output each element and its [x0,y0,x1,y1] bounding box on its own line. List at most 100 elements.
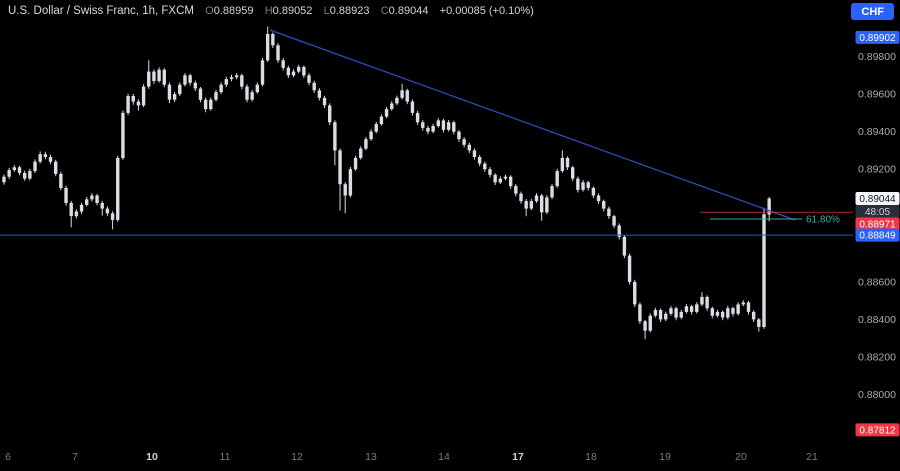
candle-body [560,157,565,171]
candle-body [441,120,446,130]
candle-body [234,75,239,78]
candle-body [684,306,689,312]
candle-body [48,157,53,162]
time-tick-label: 18 [585,451,597,463]
candle-body [529,201,534,209]
candle-body [545,197,549,213]
candle-body [136,101,141,106]
candle-body [669,308,673,314]
price-tick-label: 0.89600 [858,89,896,101]
svg-text:0.87812: 0.87812 [859,425,896,436]
close-value: 0.89044 [388,5,429,17]
candle-body [219,84,223,93]
high-value: 0.89052 [272,5,313,17]
symbol-legend: U.S. Dollar / Swiss Franc, 1h, FXCM O0.8… [8,5,534,17]
candle-body [7,170,11,177]
candle-body [384,109,389,117]
candle-body [410,101,415,113]
price-tick-label: 0.88400 [858,314,896,326]
descending-trendline[interactable] [269,29,796,221]
candle-body [633,281,637,305]
candle-body [462,139,466,145]
price-tick-label: 0.88000 [858,389,896,401]
time-tick-label: 12 [291,451,303,463]
candle-body [167,84,172,100]
candle-body [338,150,342,185]
time-tick-label: 10 [146,451,158,463]
time-tick-label: 11 [220,451,231,463]
low-label: L [323,5,330,17]
candle-body [245,86,249,100]
high-label: H [264,5,273,17]
candle-body [508,176,513,187]
open-value: 0.88959 [213,5,254,17]
bar-countdown-label: 48:05 [855,205,900,218]
candle-body [198,88,203,100]
candle-body [59,173,63,188]
candle-body [514,186,518,194]
candle-body [209,99,213,110]
candle-body [591,188,596,196]
candle-body [503,176,508,179]
svg-text:48:05: 48:05 [865,207,890,218]
candle-body [550,186,554,198]
price-tick-label: 0.89200 [858,164,896,176]
candle-body [348,169,353,196]
candle-body [312,82,316,91]
price-tick-label: 0.88600 [858,276,896,288]
time-tick-label: 6 [5,451,11,463]
candle-body [436,120,440,126]
symbol-title: U.S. Dollar / Swiss Franc, 1h, FXCM [8,5,194,17]
candle-body [328,105,332,123]
price-tick-label: 0.89400 [858,126,896,138]
open-label: O [205,5,214,17]
candle-body [390,103,394,110]
candle-body [260,60,265,85]
candle-body [395,97,399,104]
currency-chf-button[interactable]: CHF [851,3,894,20]
candle-body [731,308,735,314]
candle-body [638,304,642,322]
time-tick-label: 17 [512,451,524,463]
candle-body [359,148,363,158]
candle-body [95,195,99,203]
candle-body [302,66,306,76]
candle-body [126,96,130,113]
candle-body [726,308,730,318]
candle-body [586,182,590,188]
candle-body [121,112,125,158]
candle-body [519,193,523,202]
candle-body [472,150,477,157]
candle-body [28,171,32,179]
last-price-label: 0.89044 [855,192,900,205]
time-tick-label: 21 [806,451,818,463]
candle-body [767,198,771,215]
candle-body [374,124,378,132]
candle-body [69,203,73,217]
candle-body [664,313,668,320]
candle-body [746,302,751,312]
candle-body [271,34,275,46]
candle-body [64,188,68,203]
candle-body [653,310,658,316]
candle-body [576,178,580,190]
candle-body [203,99,208,110]
time-axis[interactable] [0,447,900,471]
candle-body [431,126,435,132]
candle-body [38,154,42,162]
candle-body [622,236,627,256]
candle-body [493,174,497,183]
upper-level-price-label: 0.89902 [855,30,900,44]
candle-body [369,131,373,140]
top-toolbar: U.S. Dollar / Swiss Franc, 1h, FXCM O0.8… [0,0,900,22]
svg-text:0.89044: 0.89044 [859,194,896,205]
time-tick-label: 13 [365,451,377,463]
candle-body [364,139,368,149]
candle-body [612,216,616,226]
candle-body [224,79,229,85]
candle-body [178,84,182,95]
candle-body [317,90,322,98]
candle-body [379,116,384,125]
